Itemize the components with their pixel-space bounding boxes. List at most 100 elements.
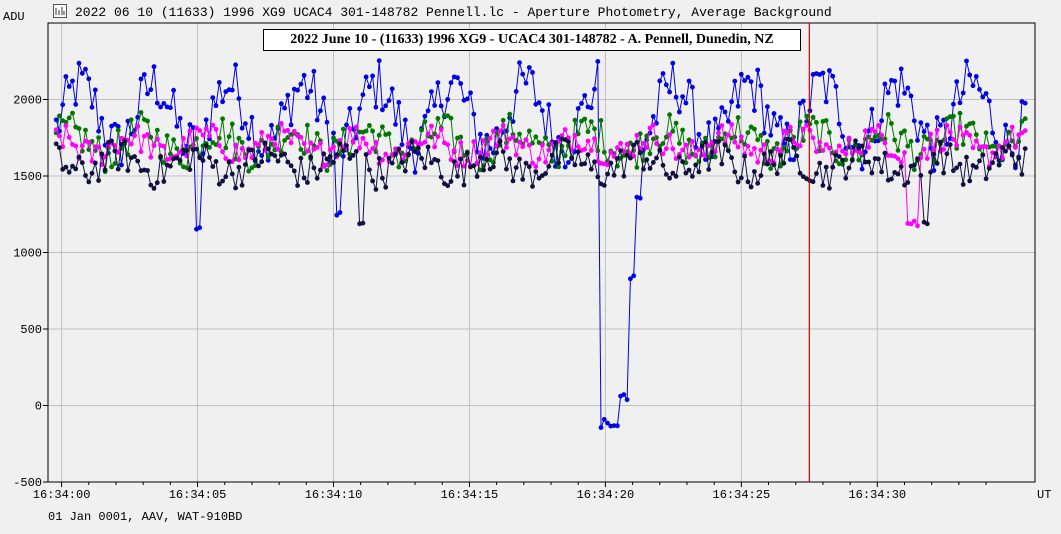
data-point xyxy=(774,141,780,146)
data-point xyxy=(768,149,774,155)
data-point xyxy=(389,86,395,92)
data-point xyxy=(817,140,823,145)
data-point xyxy=(487,135,493,141)
data-point xyxy=(327,147,333,153)
data-point xyxy=(291,168,297,174)
data-point xyxy=(902,128,907,134)
data-point xyxy=(363,141,369,147)
data-point xyxy=(794,153,800,159)
data-point xyxy=(70,163,75,169)
data-point xyxy=(161,101,167,106)
y-tick-label: 500 xyxy=(20,323,42,337)
data-point xyxy=(621,392,627,397)
data-point xyxy=(814,149,819,155)
data-point xyxy=(752,108,757,113)
data-point xyxy=(905,180,911,185)
data-point xyxy=(1022,128,1028,134)
data-point xyxy=(719,161,725,167)
data-point xyxy=(641,166,646,172)
data-point xyxy=(712,116,718,122)
data-point xyxy=(229,171,235,177)
data-point xyxy=(924,221,930,227)
data-point xyxy=(282,138,287,143)
data-point xyxy=(243,162,248,168)
data-point xyxy=(455,163,460,169)
data-point xyxy=(360,92,366,98)
data-point xyxy=(282,105,287,111)
data-point xyxy=(115,166,121,172)
series-layer xyxy=(53,58,1028,430)
data-point xyxy=(513,165,519,171)
data-point xyxy=(735,115,741,120)
data-point xyxy=(732,169,738,175)
data-point xyxy=(484,152,490,158)
data-point xyxy=(438,126,444,132)
data-point xyxy=(784,130,790,136)
data-point xyxy=(595,174,601,180)
data-point xyxy=(647,125,653,131)
data-point xyxy=(145,91,150,97)
data-point xyxy=(154,180,160,186)
data-point xyxy=(429,89,434,94)
data-point xyxy=(911,218,917,224)
data-point xyxy=(523,137,529,143)
data-point xyxy=(138,110,144,115)
data-point xyxy=(592,136,597,142)
data-point xyxy=(892,137,898,143)
data-point xyxy=(778,148,783,154)
data-point xyxy=(575,144,581,150)
data-point xyxy=(856,157,862,163)
data-point xyxy=(827,130,832,135)
data-point xyxy=(324,168,330,174)
x-tick-label: 16:34:15 xyxy=(441,488,499,502)
data-point xyxy=(148,87,154,92)
data-point xyxy=(592,126,597,132)
data-point xyxy=(471,163,477,169)
data-point xyxy=(765,138,770,144)
data-point xyxy=(1016,155,1022,161)
axes: -500 0 500 1000 1500 2000 16:34:00 16:34:05 16:3… xyxy=(3,10,1051,502)
data-point xyxy=(187,167,193,173)
data-point xyxy=(827,68,832,73)
data-point xyxy=(340,126,346,132)
data-point xyxy=(670,60,676,66)
data-point xyxy=(79,70,85,76)
data-point xyxy=(670,128,676,134)
data-point xyxy=(954,79,960,84)
data-point xyxy=(350,153,356,158)
data-point xyxy=(318,140,323,146)
data-point xyxy=(774,122,780,128)
data-point xyxy=(135,123,141,129)
data-point xyxy=(380,175,385,181)
data-point xyxy=(213,103,219,109)
data-point xyxy=(66,134,72,140)
data-point xyxy=(96,144,101,150)
data-point xyxy=(86,179,92,185)
data-point xyxy=(941,146,946,152)
data-point xyxy=(86,139,92,145)
data-point xyxy=(882,150,888,156)
data-point xyxy=(308,154,314,160)
data-point xyxy=(445,97,451,102)
data-point xyxy=(957,124,963,130)
data-point xyxy=(823,99,829,105)
data-point xyxy=(719,136,725,142)
data-point xyxy=(145,168,150,173)
data-point xyxy=(895,171,901,177)
data-point xyxy=(504,145,509,150)
data-point xyxy=(367,123,372,128)
data-point xyxy=(324,119,330,125)
data-point xyxy=(239,139,245,145)
data-point xyxy=(151,186,157,191)
data-point xyxy=(572,162,578,168)
data-point xyxy=(184,148,190,153)
data-point xyxy=(168,105,173,111)
data-point xyxy=(367,167,372,173)
data-point xyxy=(755,137,761,143)
data-point xyxy=(804,113,809,119)
data-point xyxy=(305,95,310,101)
data-point xyxy=(60,102,66,108)
data-point xyxy=(340,148,346,154)
data-point xyxy=(791,139,796,145)
